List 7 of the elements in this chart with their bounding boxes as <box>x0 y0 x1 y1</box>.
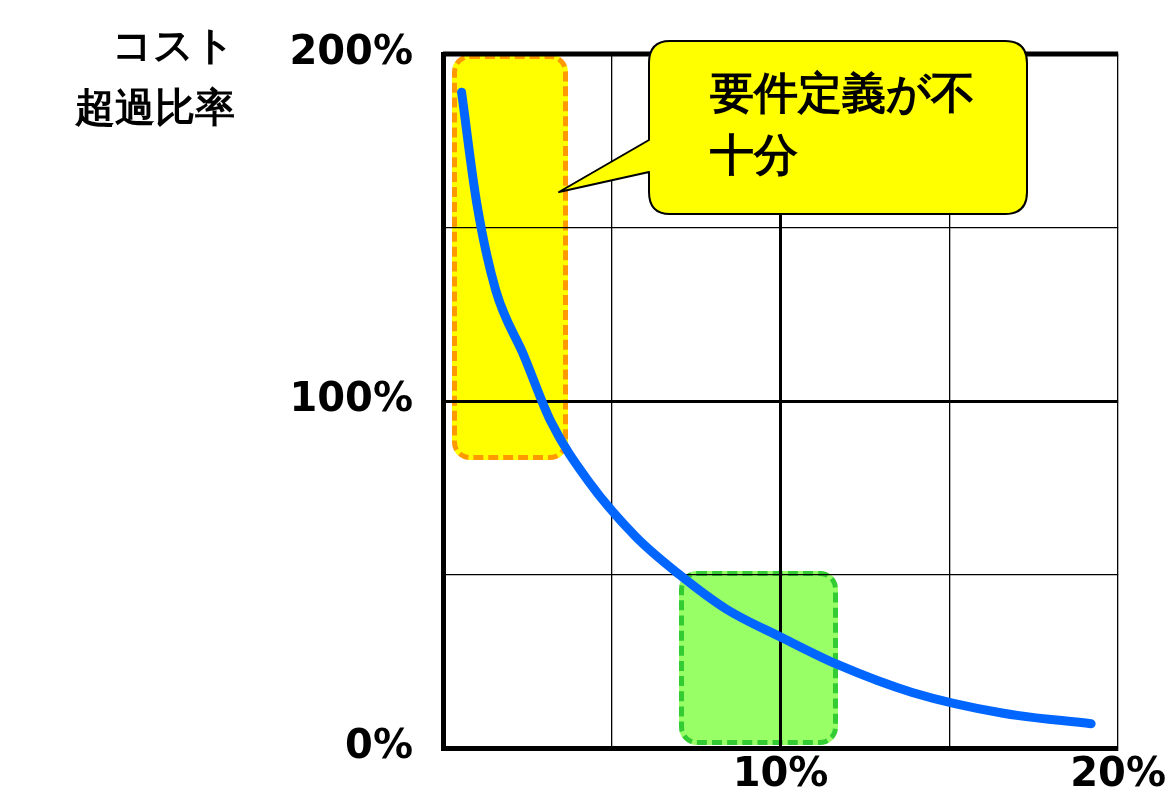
y-tick-label: 200% <box>289 27 413 74</box>
x-tick-label: 20% <box>1070 749 1166 796</box>
y-tick-label: 100% <box>289 374 413 421</box>
y-tick-label: 0% <box>345 721 413 768</box>
y-axis-title: コスト超過比率 <box>74 21 235 132</box>
annotation: 要件定義が不十分 <box>709 66 976 182</box>
x-tick-label: 10% <box>732 749 829 796</box>
